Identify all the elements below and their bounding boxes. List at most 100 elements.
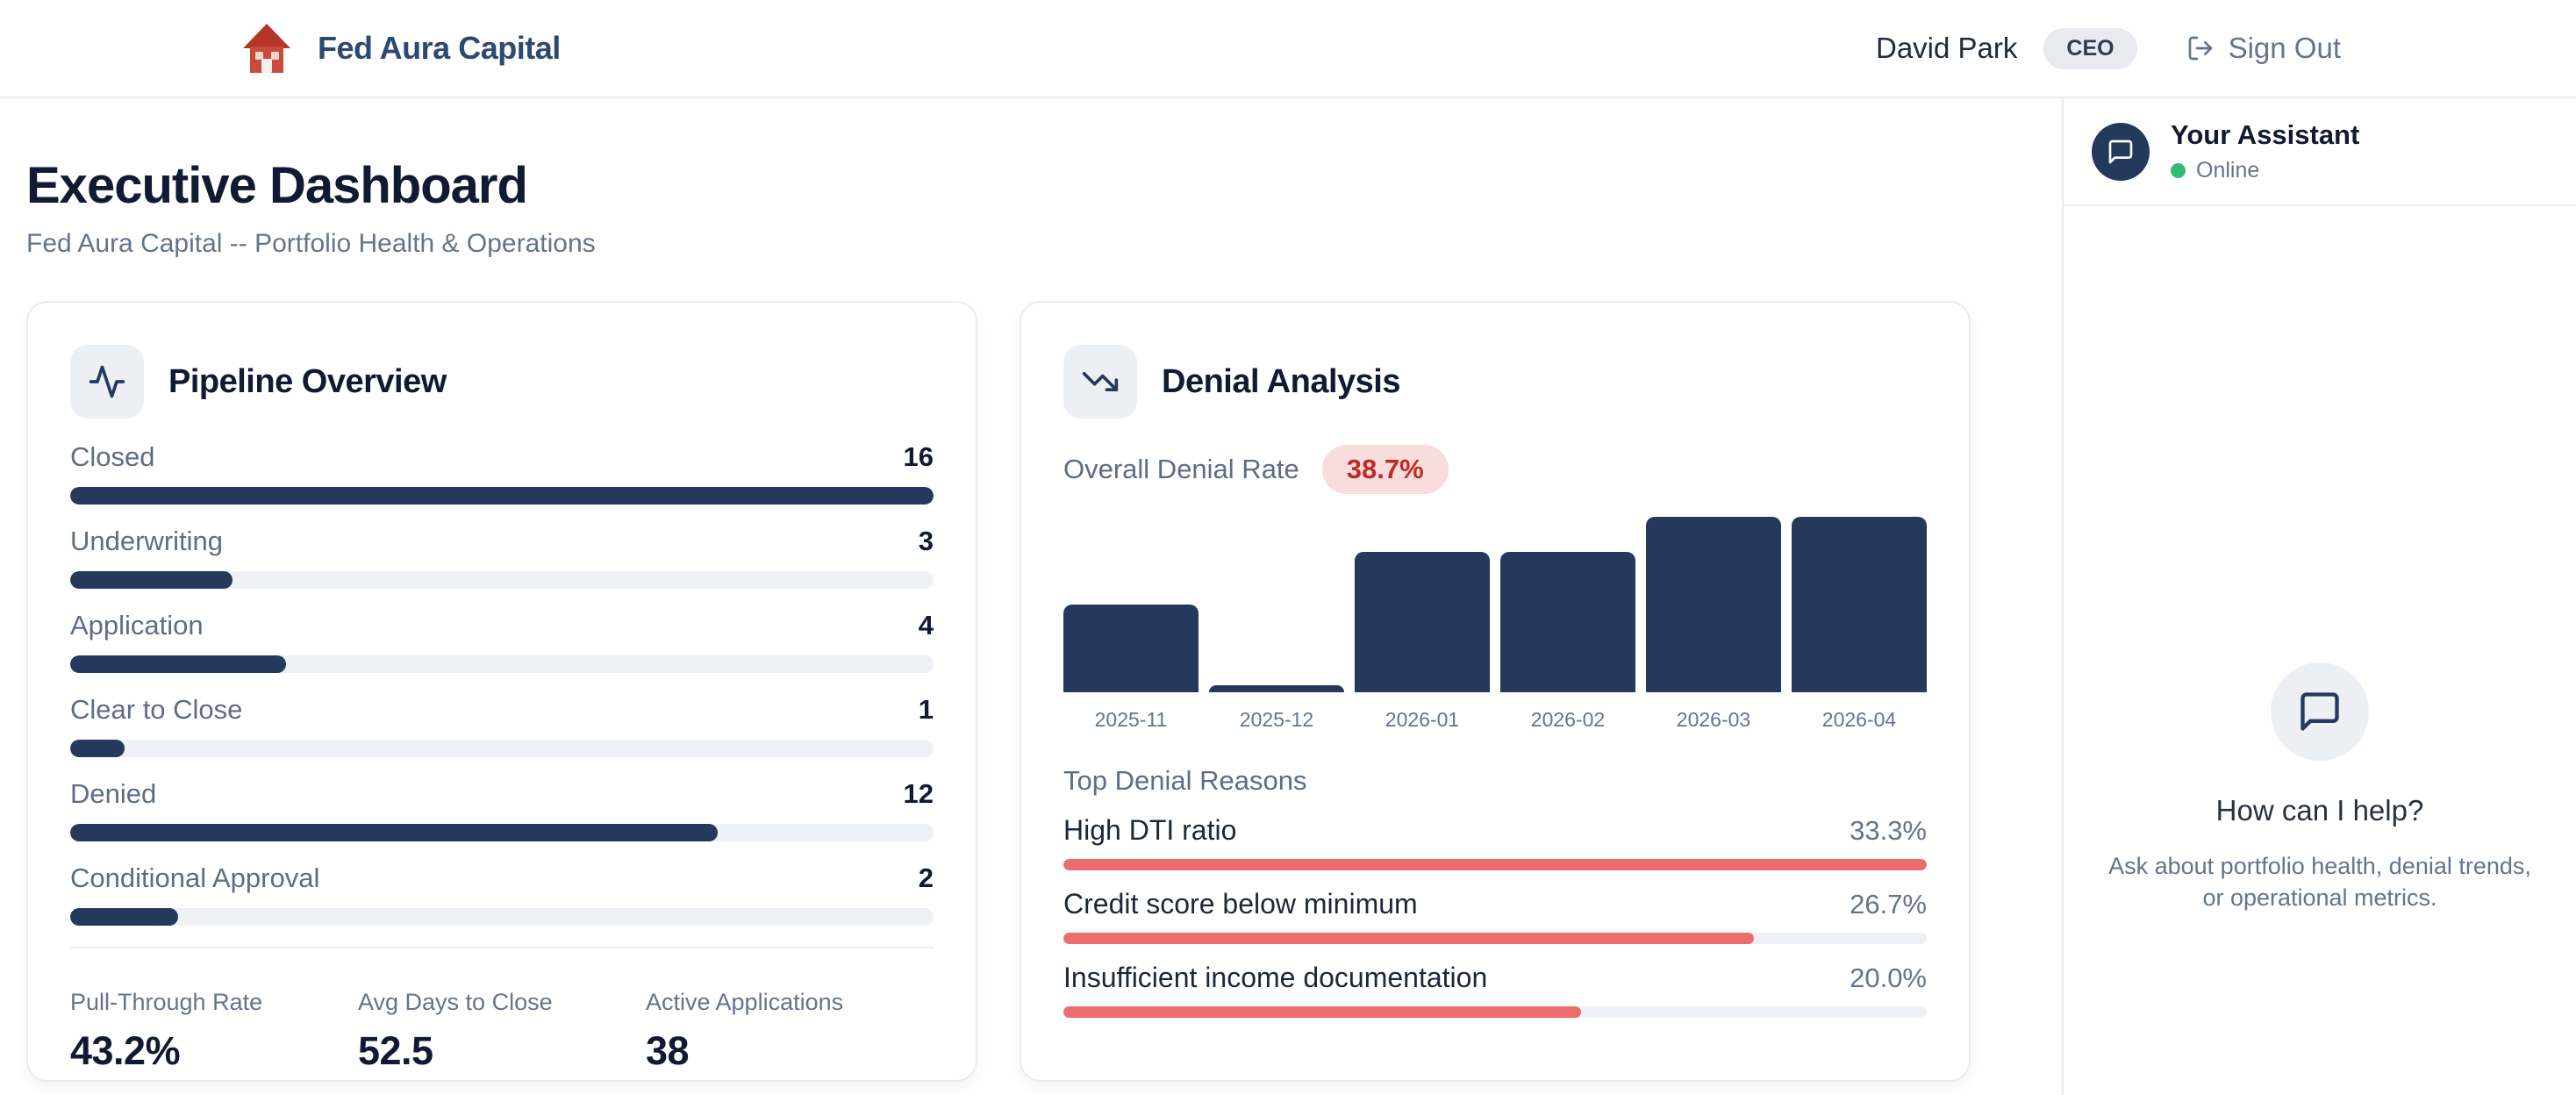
chart-column: 2026-04 bbox=[1792, 517, 1927, 732]
stage-progress-track bbox=[70, 740, 934, 757]
stage-label: Conditional Approval bbox=[70, 862, 320, 893]
assistant-panel: Your Assistant Online How can I help? As… bbox=[2062, 98, 2576, 1095]
assistant-empty-title: How can I help? bbox=[2215, 794, 2424, 827]
stat-value: 43.2% bbox=[70, 1028, 181, 1073]
assistant-avatar bbox=[2092, 122, 2150, 181]
reason-label: Insufficient income documentation bbox=[1063, 962, 1488, 993]
pipeline-stage-row: Conditional Approval 2 bbox=[70, 862, 934, 926]
reason-value: 20.0% bbox=[1850, 963, 1927, 993]
user-name: David Park bbox=[1876, 32, 2018, 64]
stage-progress-track bbox=[70, 824, 934, 841]
denial-card-title: Denial Analysis bbox=[1162, 362, 1401, 400]
denial-analysis-card: Denial Analysis Overall Denial Rate 38.7… bbox=[1020, 301, 1971, 1082]
chart-x-tick: 2026-04 bbox=[1821, 708, 1897, 731]
chart-column: 2026-02 bbox=[1500, 517, 1635, 732]
monthly-denial-bar-chart: 2025-11 2025-12 2026-01 2026-02 bbox=[1063, 517, 1927, 732]
chart-bar bbox=[1500, 552, 1635, 692]
pipeline-overview-card: Pipeline Overview Closed 16 Underwriting… bbox=[26, 301, 977, 1082]
stage-label: Clear to Close bbox=[70, 694, 243, 725]
overall-denial-rate-label: Overall Denial Rate bbox=[1063, 454, 1299, 484]
stage-value: 3 bbox=[918, 526, 934, 556]
chart-x-tick: 2026-03 bbox=[1676, 708, 1751, 731]
top-bar: Fed Aura Capital David Park CEO Sign Out bbox=[0, 0, 2576, 98]
denial-reason-row: Insufficient income documentation 20.0% bbox=[1063, 962, 1927, 1018]
stat-pull-through-rate: Pull-Through Rate 43.2% bbox=[70, 989, 358, 1074]
pipeline-stage-row: Application 4 bbox=[70, 610, 934, 673]
reason-progress-track bbox=[1063, 933, 1927, 944]
stat-label: Pull-Through Rate bbox=[70, 989, 263, 1015]
message-square-icon bbox=[2107, 138, 2135, 166]
stage-progress-fill bbox=[70, 487, 934, 505]
pipeline-card-title: Pipeline Overview bbox=[168, 362, 447, 400]
role-badge: CEO bbox=[2043, 27, 2137, 69]
stage-value: 1 bbox=[918, 694, 934, 725]
stat-value: 52.5 bbox=[358, 1028, 433, 1073]
pipeline-stage-row: Underwriting 3 bbox=[70, 526, 934, 589]
chart-bar bbox=[1063, 605, 1199, 692]
brand-name: Fed Aura Capital bbox=[318, 30, 561, 66]
message-square-icon bbox=[2297, 689, 2343, 734]
reason-label: Credit score below minimum bbox=[1063, 888, 1418, 920]
stage-progress-fill bbox=[70, 908, 178, 926]
sign-out-label: Sign Out bbox=[2228, 32, 2341, 64]
stage-label: Underwriting bbox=[70, 526, 224, 556]
reason-label: High DTI ratio bbox=[1063, 814, 1237, 846]
house-logo-icon bbox=[239, 20, 295, 76]
stage-value: 4 bbox=[918, 610, 934, 641]
online-status-dot bbox=[2171, 163, 2186, 178]
main-content: Executive Dashboard Fed Aura Capital -- … bbox=[0, 98, 2062, 1095]
reason-value: 33.3% bbox=[1850, 815, 1927, 846]
reason-progress-track bbox=[1063, 859, 1927, 870]
chart-column: 2025-11 bbox=[1063, 517, 1199, 732]
stage-label: Closed bbox=[70, 441, 155, 472]
assistant-empty-subtitle: Ask about portfolio health, denial trend… bbox=[2108, 853, 2531, 912]
reason-value: 26.7% bbox=[1850, 889, 1927, 920]
chart-x-tick: 2025-12 bbox=[1239, 708, 1314, 731]
denial-reason-row: High DTI ratio 33.3% bbox=[1063, 814, 1927, 870]
stat-avg-days-to-close: Avg Days to Close 52.5 bbox=[358, 989, 646, 1074]
stat-label: Avg Days to Close bbox=[358, 989, 553, 1015]
stage-progress-fill bbox=[70, 824, 718, 841]
chart-bar bbox=[1646, 517, 1781, 692]
stage-progress-track bbox=[70, 487, 934, 505]
stage-value: 12 bbox=[903, 778, 934, 809]
header-right: David Park CEO Sign Out bbox=[1876, 27, 2341, 69]
online-status-text: Online bbox=[2196, 158, 2260, 182]
chart-bar bbox=[1355, 552, 1490, 692]
stage-progress-track bbox=[70, 571, 934, 589]
chart-x-tick: 2026-02 bbox=[1530, 708, 1606, 731]
assistant-header: Your Assistant Online bbox=[2064, 98, 2576, 206]
chart-column: 2025-12 bbox=[1209, 517, 1344, 732]
reason-progress-fill bbox=[1063, 1006, 1582, 1018]
stage-label: Application bbox=[70, 610, 204, 641]
chart-column: 2026-01 bbox=[1355, 517, 1490, 732]
stage-progress-fill bbox=[70, 571, 233, 589]
empty-state-circle bbox=[2271, 662, 2369, 761]
stat-active-applications: Active Applications 38 bbox=[646, 989, 934, 1074]
reason-progress-fill bbox=[1063, 933, 1755, 944]
reason-progress-track bbox=[1063, 1006, 1927, 1018]
stage-progress-track bbox=[70, 655, 934, 673]
pipeline-stage-row: Denied 12 bbox=[70, 778, 934, 841]
top-denial-reasons-title: Top Denial Reasons bbox=[1063, 765, 1307, 796]
stage-value: 2 bbox=[918, 862, 934, 893]
page-subtitle: Fed Aura Capital -- Portfolio Health & O… bbox=[26, 229, 596, 258]
stage-progress-track bbox=[70, 908, 934, 926]
chart-x-tick: 2026-01 bbox=[1385, 708, 1460, 731]
chart-column: 2026-03 bbox=[1646, 517, 1781, 732]
overall-denial-rate-badge: 38.7% bbox=[1321, 445, 1449, 494]
card-divider bbox=[70, 947, 934, 948]
stage-progress-fill bbox=[70, 740, 125, 757]
activity-icon bbox=[70, 345, 144, 419]
chart-x-tick: 2025-11 bbox=[1094, 708, 1168, 731]
stage-value: 16 bbox=[903, 441, 934, 472]
denial-reason-row: Credit score below minimum 26.7% bbox=[1063, 888, 1927, 944]
stat-label: Active Applications bbox=[646, 989, 844, 1015]
sign-out-button[interactable]: Sign Out bbox=[2186, 32, 2341, 65]
brand: Fed Aura Capital bbox=[239, 20, 561, 76]
page-title: Executive Dashboard bbox=[26, 157, 528, 214]
trending-down-icon bbox=[1063, 345, 1137, 419]
chart-bar bbox=[1209, 685, 1344, 692]
assistant-title: Your Assistant bbox=[2171, 119, 2360, 150]
stat-value: 38 bbox=[646, 1028, 690, 1073]
